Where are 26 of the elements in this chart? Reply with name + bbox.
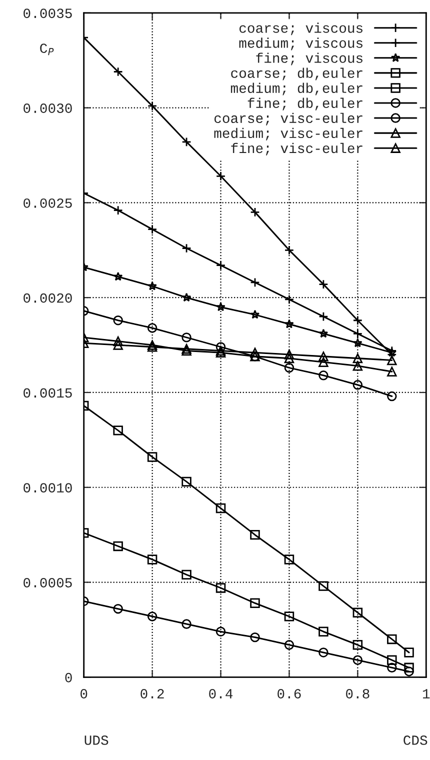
legend-label: medium; db,euler [230,82,362,96]
y-tick-label: 0.0015 [24,388,72,398]
y-tick-label: 0.0010 [24,483,72,493]
y-axis-title: C$_{P}$ [40,44,54,56]
x-tick-label: 0 [80,689,88,698]
legend-label: fine; visc-euler [231,142,362,156]
x-tick-label: 0.2 [140,689,164,698]
y-tick-label: 0.0030 [24,104,72,113]
legend-label: coarse; visc-euler [214,112,362,126]
legend-label: medium; visc-euler [214,128,362,140]
legend-label: fine; viscous [256,52,362,66]
text: CDS [404,736,428,745]
y-tick-label: 0.0025 [24,198,72,208]
x-tick-label: 0.4 [209,689,233,698]
x-tick-label: 1 [422,689,430,698]
legend-label: coarse; viscous [239,22,362,36]
legend-label: medium; viscous [239,38,362,50]
legend-label: coarse; db,euler [231,68,362,80]
y-tick-label: 0.0020 [24,293,72,303]
x-tick-label: 0.6 [278,689,301,698]
legend-label: fine; db,euler [248,98,362,110]
y-tick-label: 0.0035 [24,8,72,18]
y-tick-label: 0 [65,672,72,682]
y-tick-label: 0.0005 [24,578,72,588]
text: UDS [84,736,108,745]
x-tick-label: 0.8 [346,689,370,698]
